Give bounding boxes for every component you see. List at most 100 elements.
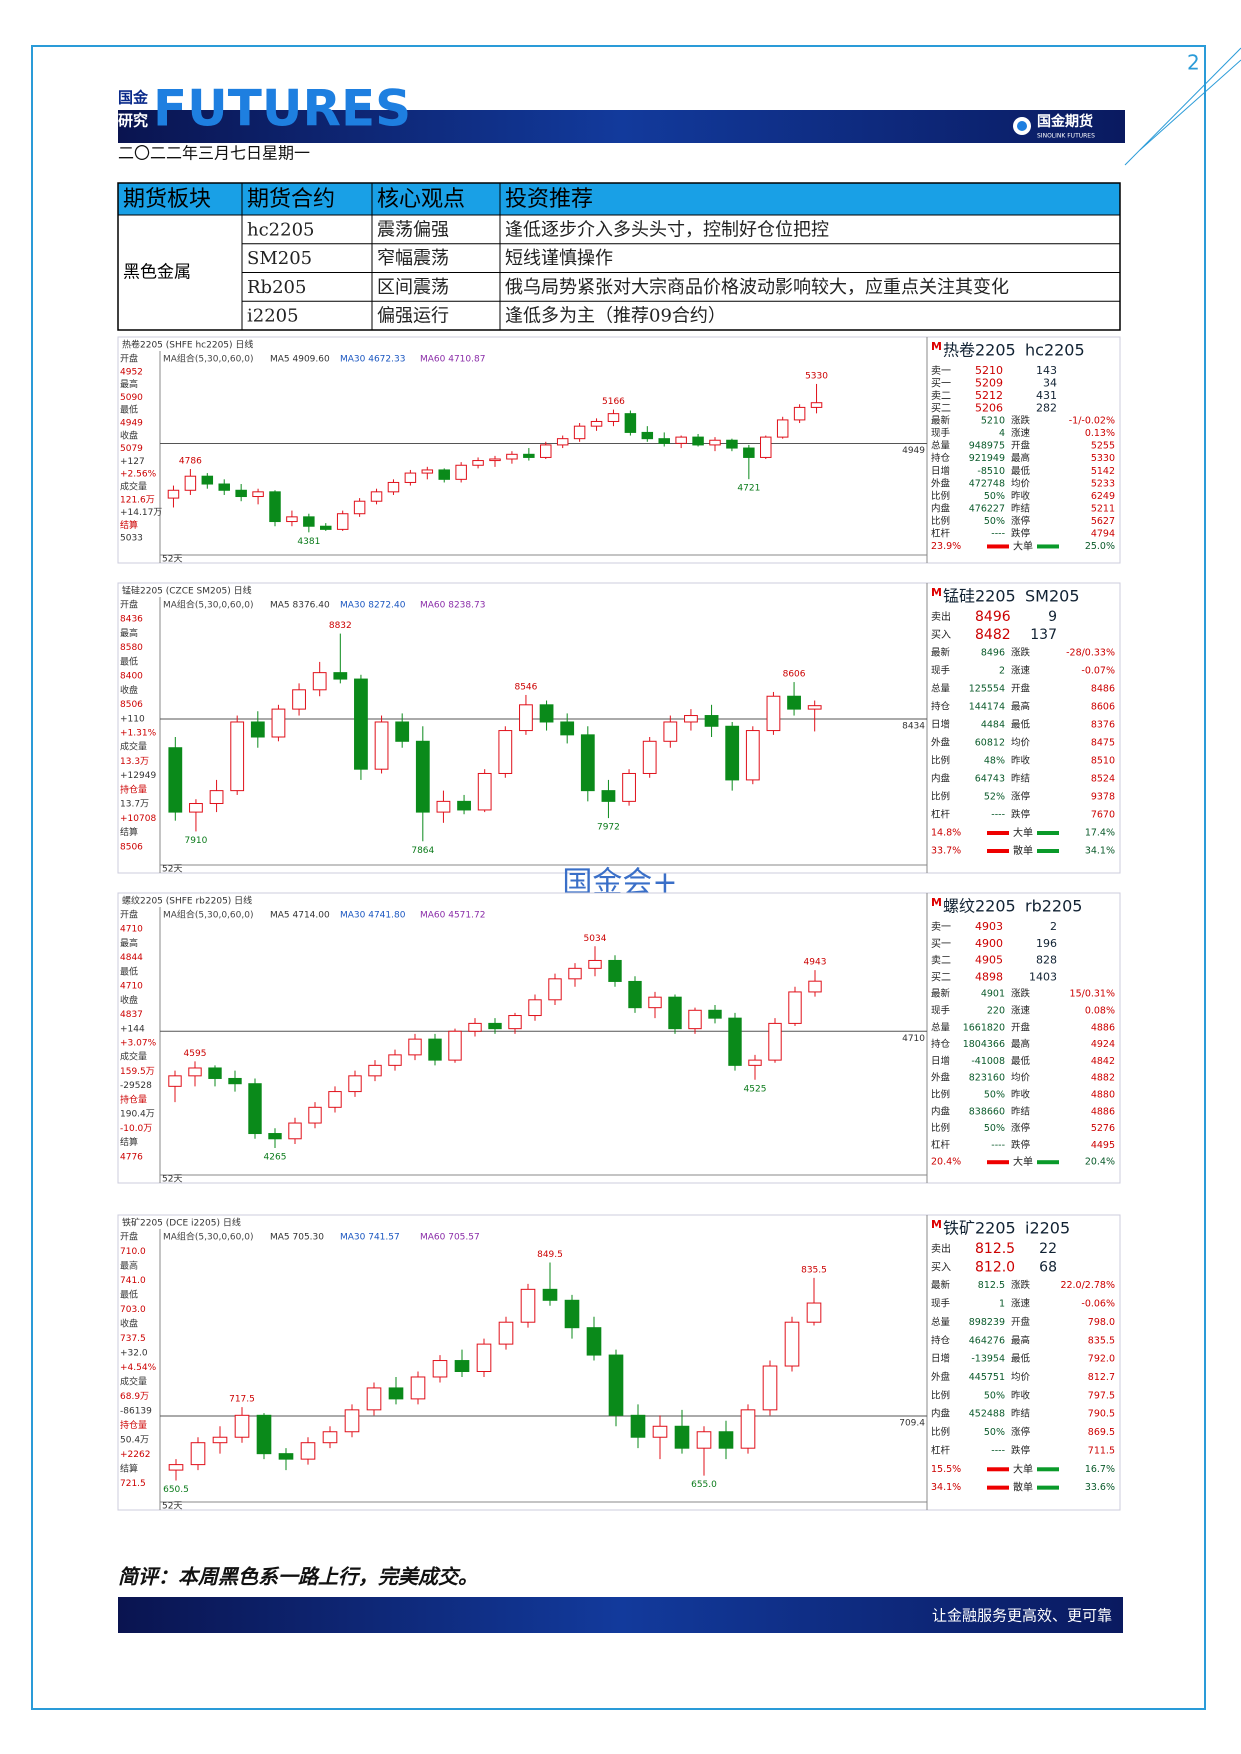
order-qty: 34 [1043, 377, 1057, 390]
footer-value: 34.1% [931, 1482, 961, 1493]
candle-body [167, 489, 180, 499]
quote-label: 开盘 [1011, 683, 1031, 695]
quote-label: 均价 [1011, 1371, 1031, 1383]
quote-value: 8496 [981, 648, 1005, 659]
quote-value: 8524 [1091, 774, 1115, 785]
candle-body [368, 1064, 382, 1077]
sidebar-value: 8580 [120, 643, 143, 653]
candle-body [489, 458, 501, 462]
sidebar-value: 最高 [120, 627, 138, 639]
footer-label: 散单 [1013, 1481, 1033, 1494]
sidebar-value: -10.0万 [120, 1124, 152, 1134]
table-cell: hc2205 [247, 219, 314, 240]
quote-label: 涨速 [1011, 428, 1031, 439]
order-qty: 143 [1036, 364, 1057, 377]
price-annotation: 4265 [264, 1152, 287, 1162]
table-header: 期货板块 [123, 187, 211, 212]
candle-body [784, 1321, 800, 1367]
quote-value: 15/0.31% [1070, 989, 1115, 1000]
candle-body [601, 790, 616, 802]
candle-body [743, 447, 755, 458]
quote-value: 5211 [1091, 503, 1115, 514]
sidebar-value: 最低 [120, 965, 138, 977]
sidebar-value: 成交量 [120, 741, 147, 753]
quote-value: 50% [984, 491, 1005, 502]
candle-body [684, 715, 698, 723]
quote-label: 涨停 [1011, 1426, 1031, 1438]
candle-body [766, 695, 781, 732]
ma-legend: MA5 705.30 [270, 1233, 324, 1243]
candle-body [556, 438, 569, 446]
quote-value: 4794 [1091, 528, 1115, 539]
quote-value: 1804366 [963, 1039, 1005, 1050]
sidebar-value: +14.17万 [120, 508, 162, 518]
quote-label: 昨收 [1011, 490, 1031, 502]
sidebar-value: +10708 [120, 814, 156, 824]
quote-label: 涨跌 [1011, 415, 1031, 427]
footer-bar [987, 1485, 1009, 1490]
sidebar-value: 8400 [120, 672, 143, 682]
sidebar-value: +12949 [120, 771, 156, 781]
quote-label: 总量 [931, 1021, 951, 1033]
candle-body [370, 491, 383, 502]
candle-body [476, 1343, 492, 1373]
candle-body [498, 1321, 514, 1345]
order-qty: 68 [1039, 1259, 1057, 1275]
candle-body [519, 704, 533, 732]
candle-body [760, 436, 772, 458]
candle-body [704, 715, 719, 727]
quote-label: 持仓 [931, 1334, 951, 1346]
sidebar-value: 737.5 [120, 1334, 146, 1344]
table-header: 期货合约 [247, 187, 335, 212]
candle-body [268, 1133, 282, 1140]
quote-code: SM205 [1025, 587, 1080, 606]
sidebar-value: +32.0 [120, 1349, 148, 1359]
candle-body [607, 413, 620, 422]
footer-bar [987, 544, 1009, 549]
quote-label: 总量 [931, 1316, 951, 1328]
candle-body [455, 464, 467, 480]
candle-body [468, 1022, 482, 1032]
quote-label: 杠杆 [931, 1444, 951, 1456]
quote-value: 4842 [1091, 1056, 1115, 1067]
period-label: 52天 [162, 865, 182, 875]
candle-body [336, 513, 349, 530]
candle-body [488, 1022, 502, 1030]
sidebar-value: 收盘 [120, 994, 138, 1006]
footer-bar [1037, 1485, 1059, 1490]
quote-label: 最高 [1011, 1038, 1030, 1050]
sidebar-value: 5090 [120, 393, 143, 403]
quote-label: 外盘 [931, 1371, 951, 1383]
order-label: 买一 [931, 938, 951, 950]
quote-value: 5330 [1091, 453, 1115, 464]
table-cell: 偏强运行 [377, 306, 449, 327]
sector-cell: 黑色金属 [123, 263, 191, 283]
order-qty: 431 [1036, 389, 1057, 402]
quote-label: 涨速 [1011, 1299, 1031, 1310]
period-label: 52天 [162, 1502, 182, 1512]
order-qty: 22 [1039, 1241, 1057, 1257]
quote-label: 昨结 [1011, 1105, 1030, 1117]
candle-body [668, 996, 682, 1030]
quote-value: 8486 [1091, 684, 1115, 695]
chart-title: 热卷2205 (SHFE hc2205) 日线 [122, 339, 253, 351]
quote-label: 涨跌 [1011, 647, 1031, 659]
quote-label: 现手 [931, 427, 951, 439]
table-header: 核心观点 [377, 187, 465, 212]
sidebar-value: 5033 [120, 534, 143, 544]
quote-label: 昨结 [1011, 1408, 1030, 1420]
quote-label: 比例 [931, 755, 950, 767]
sidebar-value: 8506 [120, 842, 143, 852]
quote-value: 60812 [975, 738, 1005, 749]
price-annotation: 4381 [297, 537, 320, 547]
sidebar-value: 持仓量 [120, 1419, 147, 1431]
candle-body [218, 483, 230, 491]
candle-body [728, 1017, 742, 1066]
decor-line [1139, 59, 1241, 151]
candle-body [209, 790, 224, 805]
quote-value: 4924 [1091, 1039, 1115, 1050]
order-label: 卖一 [931, 365, 951, 377]
sidebar-value: 结算 [120, 1463, 138, 1475]
company-logo [1017, 121, 1027, 131]
order-price: 4900 [975, 937, 1003, 950]
